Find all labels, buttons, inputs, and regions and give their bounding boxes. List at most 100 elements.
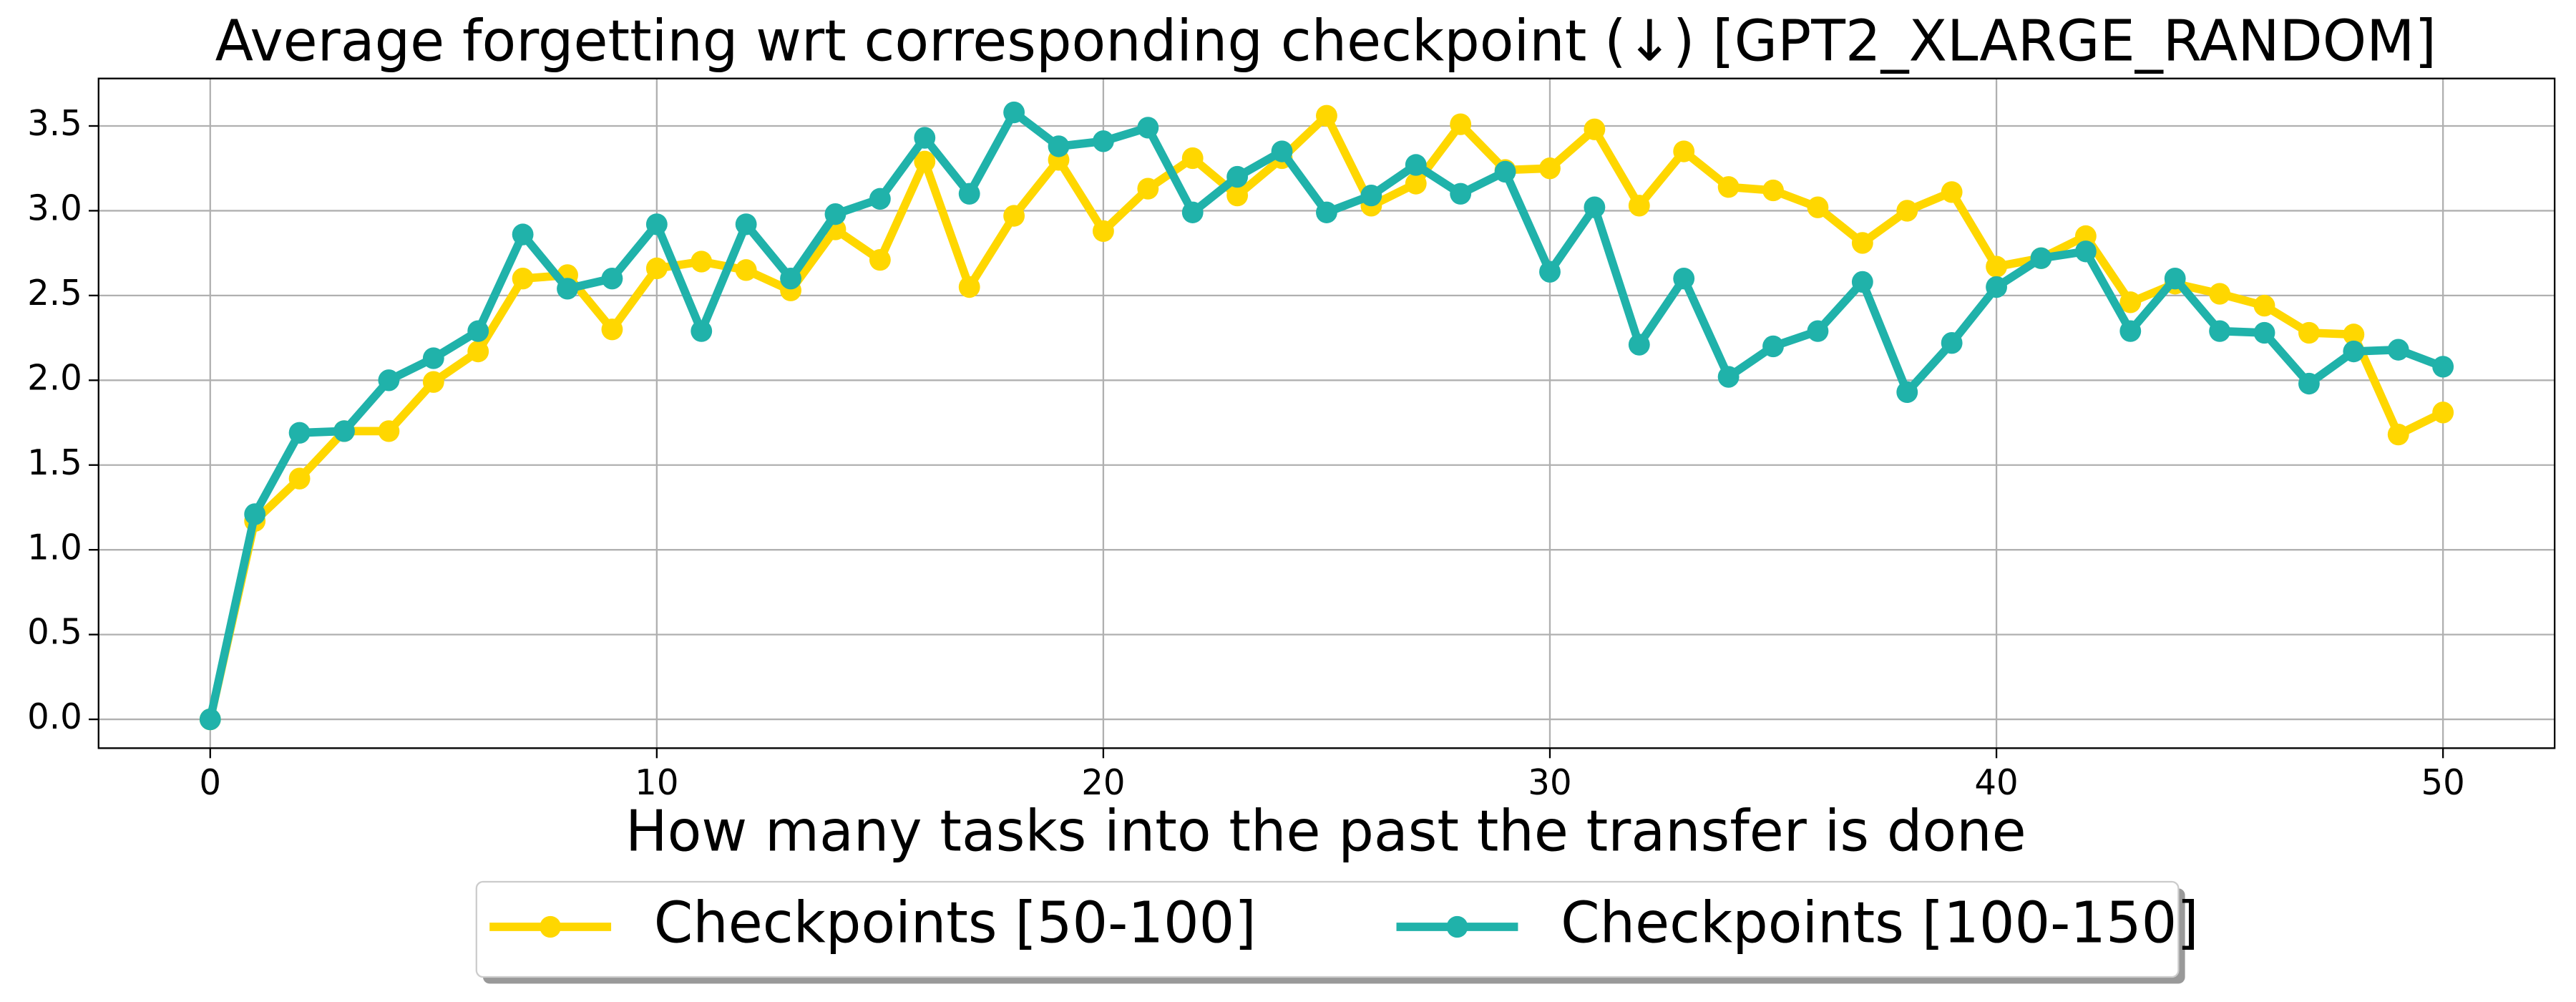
data-point	[1271, 140, 1293, 162]
x-tick-label: 0	[199, 762, 221, 802]
data-point	[422, 371, 444, 393]
data-point	[288, 467, 311, 490]
data-point	[199, 708, 221, 731]
data-point	[1494, 160, 1516, 183]
x-tick-label: 50	[2421, 762, 2464, 802]
x-tick-label: 40	[1974, 762, 2018, 802]
data-point	[1673, 140, 1695, 162]
data-point	[691, 250, 713, 273]
data-point	[2074, 240, 2097, 263]
data-point	[2209, 283, 2231, 305]
data-point	[869, 188, 891, 210]
data-point	[1181, 147, 1204, 170]
data-point	[1316, 104, 1337, 127]
data-point	[1807, 320, 1829, 342]
data-point	[1137, 117, 1159, 139]
data-point	[1405, 154, 1427, 176]
data-point	[1762, 335, 1784, 358]
data-point	[869, 248, 891, 271]
data-point	[914, 127, 936, 149]
data-point	[1986, 276, 2007, 298]
data-point	[1226, 165, 1249, 188]
data-point	[1851, 232, 1873, 254]
x-tick-label: 10	[635, 762, 678, 802]
data-point	[2432, 402, 2454, 424]
data-point	[824, 203, 847, 225]
data-point	[1092, 220, 1114, 243]
y-tick-label: 3.0	[27, 188, 82, 228]
y-tick-label: 2.5	[27, 273, 82, 313]
y-tick-label: 1.0	[27, 527, 82, 568]
x-axis-label: How many tasks into the past the transfe…	[625, 798, 2026, 865]
data-point	[691, 320, 713, 342]
data-point	[512, 223, 534, 245]
data-point	[288, 422, 311, 444]
data-point	[244, 503, 266, 525]
data-point	[645, 213, 668, 235]
data-point	[2119, 291, 2142, 313]
data-point	[1003, 101, 1025, 124]
data-point	[378, 420, 400, 442]
data-point	[1628, 195, 1650, 217]
data-point	[1941, 181, 1963, 203]
data-point	[467, 320, 489, 342]
data-point	[1226, 184, 1249, 207]
y-tick-label: 2.0	[27, 358, 82, 398]
data-point	[1137, 177, 1159, 200]
data-point	[958, 276, 980, 298]
data-point	[2209, 320, 2231, 342]
data-point	[333, 420, 355, 442]
legend-label: Checkpoints [50-100]	[654, 890, 1257, 956]
data-point	[1092, 130, 1114, 152]
data-point	[1896, 200, 1918, 222]
data-point	[1762, 179, 1784, 202]
data-point	[2253, 321, 2275, 344]
data-point	[914, 150, 936, 172]
legend: Checkpoints [50-100] Checkpoints [100-150…	[475, 880, 2199, 984]
data-point	[1405, 172, 1427, 195]
data-point	[2387, 339, 2409, 361]
data-point	[467, 340, 489, 363]
y-tick-label: 0.0	[27, 697, 82, 737]
data-point	[1628, 334, 1650, 356]
data-point	[2253, 294, 2275, 317]
data-point	[1673, 268, 1695, 290]
data-point	[2432, 356, 2454, 378]
data-point	[2298, 321, 2320, 344]
data-point	[735, 259, 757, 281]
data-point	[2119, 320, 2142, 342]
data-point	[1896, 381, 1918, 404]
legend-marker	[540, 915, 562, 938]
x-tick-label: 20	[1081, 762, 1125, 802]
legend-label: Checkpoints [100-150]	[1561, 890, 2199, 956]
data-point	[735, 213, 757, 235]
data-point	[378, 369, 400, 391]
data-point	[958, 183, 980, 205]
data-point	[2074, 225, 2097, 248]
data-point	[780, 268, 801, 290]
legend-box	[475, 880, 2180, 978]
data-point	[2298, 372, 2320, 395]
data-point	[1584, 196, 1606, 218]
data-point	[512, 268, 534, 290]
data-point	[422, 347, 444, 369]
plot-frame	[97, 77, 2556, 749]
data-point	[557, 278, 578, 300]
data-point	[1450, 183, 1472, 205]
data-point	[1003, 205, 1025, 227]
data-point	[1316, 201, 1337, 223]
y-tick-label: 1.5	[27, 442, 82, 482]
x-tick-label: 30	[1528, 762, 1571, 802]
data-point	[645, 257, 668, 280]
legend-marker	[1446, 915, 1468, 938]
data-point	[2343, 324, 2365, 346]
y-tick-label: 3.5	[27, 104, 82, 144]
chart-title: Average forgetting wrt corresponding che…	[215, 8, 2436, 74]
data-point	[1717, 366, 1740, 388]
data-point	[1450, 113, 1472, 135]
data-point	[1851, 271, 1873, 293]
data-point	[2387, 423, 2409, 446]
data-point	[1539, 157, 1561, 180]
